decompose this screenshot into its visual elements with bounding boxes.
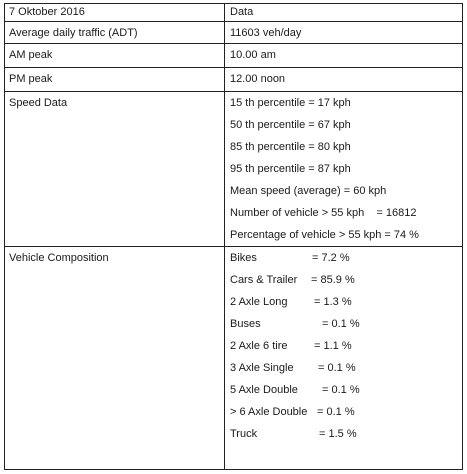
table-row-vehicle-composition: Vehicle Composition Bikes = 7.2 % Cars &… — [5, 247, 462, 469]
table-row-adt: Average daily traffic (ADT) 11603 veh/da… — [5, 22, 462, 44]
table-row-speed-data: Speed Data 15 th percentile = 17 kph 50 … — [5, 92, 462, 247]
adt-value-cell: 11603 veh/day — [225, 22, 462, 43]
speed-line: Number of vehicle > 55 kph = 16812 — [230, 207, 417, 219]
speed-line: 15 th percentile = 17 kph — [230, 97, 351, 109]
am-peak-value-cell: 10.00 am — [225, 44, 462, 67]
adt-value: 11603 veh/day — [230, 27, 302, 39]
speed-label: Speed Data — [9, 97, 68, 109]
composition-item-value: = 85.9 % — [311, 274, 355, 286]
adt-label: Average daily traffic (ADT) — [9, 27, 138, 39]
composition-item-name: Buses — [230, 318, 261, 330]
composition-item-value: = 7.2 % — [312, 252, 350, 264]
header-data-cell: Data — [225, 4, 462, 21]
speed-label-cell: Speed Data — [5, 92, 225, 246]
speed-line: 85 th percentile = 80 kph — [230, 141, 351, 153]
table-row-pm-peak: PM peak 12.00 noon — [5, 68, 462, 92]
table-header-row: 7 Oktober 2016 Data — [5, 4, 462, 22]
pm-peak-label: PM peak — [9, 73, 53, 85]
am-peak-label: AM peak — [9, 49, 53, 61]
am-peak-label-cell: AM peak — [5, 44, 225, 67]
composition-item-value: = 1.3 % — [314, 296, 352, 308]
am-peak-value: 10.00 am — [230, 49, 276, 61]
composition-values-cell: Bikes = 7.2 % Cars & Trailer = 85.9 % 2 … — [225, 247, 462, 469]
composition-label-cell: Vehicle Composition — [5, 247, 225, 469]
composition-item-value: = 0.1 % — [322, 384, 360, 396]
traffic-data-table: 7 Oktober 2016 Data Average daily traffi… — [4, 3, 463, 470]
composition-item-name: > 6 Axle Double — [230, 406, 308, 418]
speed-line: Percentage of vehicle > 55 kph = 74 % — [230, 229, 419, 241]
composition-item-name: 3 Axle Single — [230, 362, 294, 374]
adt-label-cell: Average daily traffic (ADT) — [5, 22, 225, 43]
composition-item-value: = 1.1 % — [314, 340, 352, 352]
header-date-cell: 7 Oktober 2016 — [5, 4, 225, 21]
composition-item-value: = 0.1 % — [322, 318, 360, 330]
speed-values-cell: 15 th percentile = 17 kph 50 th percenti… — [225, 92, 462, 246]
composition-item-name: Truck — [230, 428, 258, 440]
composition-item-value: = 1.5 % — [319, 428, 357, 440]
speed-line: 95 th percentile = 87 kph — [230, 163, 351, 175]
composition-item-name: 2 Axle 6 tire — [230, 340, 288, 352]
header-data: Data — [230, 6, 254, 18]
composition-item-name: Bikes — [230, 252, 257, 264]
pm-peak-label-cell: PM peak — [5, 68, 225, 91]
pm-peak-value-cell: 12.00 noon — [225, 68, 462, 91]
composition-item-value: = 0.1 % — [317, 406, 355, 418]
speed-line: 50 th percentile = 67 kph — [230, 119, 351, 131]
header-date: 7 Oktober 2016 — [9, 6, 85, 18]
composition-label: Vehicle Composition — [9, 252, 109, 264]
composition-item-value: = 0.1 % — [318, 362, 356, 374]
table-row-am-peak: AM peak 10.00 am — [5, 44, 462, 68]
pm-peak-value: 12.00 noon — [230, 73, 286, 85]
speed-line: Mean speed (average) = 60 kph — [230, 185, 387, 197]
composition-item-name: 2 Axle Long — [230, 296, 288, 308]
composition-item-name: Cars & Trailer — [230, 274, 298, 286]
composition-item-name: 5 Axle Double — [230, 384, 298, 396]
